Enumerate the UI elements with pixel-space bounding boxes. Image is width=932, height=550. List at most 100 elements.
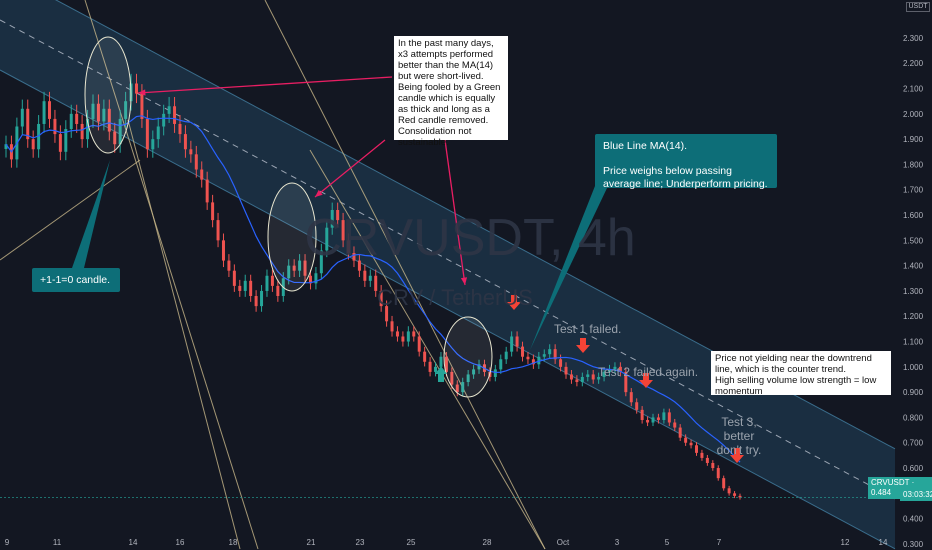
y-tick-label: 1.500: [903, 236, 924, 245]
x-tick-label: 21: [307, 538, 316, 547]
candle-body: [624, 371, 628, 393]
candle-body: [37, 123, 41, 150]
up-arrow-stem: [438, 374, 444, 382]
candle-body: [134, 83, 138, 94]
candle-body: [249, 280, 253, 297]
y-tick-label: 1.900: [903, 135, 924, 144]
watermark-subtitle: CRV / TetherUS: [377, 285, 533, 310]
candle-body: [200, 169, 204, 180]
blue-line-note: Blue Line MA(14). Price weighs below pas…: [595, 134, 777, 190]
y-tick-label: 0.800: [903, 413, 924, 422]
candle-body: [107, 108, 111, 132]
down-arrow-stem: [643, 373, 649, 380]
candle-body: [189, 149, 193, 155]
candle-body: [287, 265, 291, 279]
candle-body: [221, 240, 225, 261]
candle-body: [700, 452, 704, 458]
candle-body: [504, 351, 508, 360]
candle-body: [727, 488, 731, 494]
candle-body: [395, 331, 399, 337]
candle-body: [48, 101, 51, 119]
x-tick-label: 11: [53, 538, 62, 547]
candle-body: [401, 336, 405, 342]
candle-body: [629, 392, 633, 403]
candle-body: [86, 118, 90, 140]
test3-label: Test 3, better don't try.: [716, 415, 762, 457]
pointer-arrowhead: [315, 189, 323, 197]
x-tick-label: 18: [229, 538, 238, 547]
candle-body: [477, 364, 481, 370]
candle-body: [216, 220, 220, 241]
candle-body: [64, 129, 68, 152]
candle-body: [537, 356, 541, 365]
candle-body: [716, 468, 720, 479]
candle-body: [292, 265, 296, 271]
y-tick-label: 1.000: [903, 363, 924, 372]
candle-body: [722, 478, 726, 489]
x-tick-label: 25: [407, 538, 416, 547]
highlight-ellipse: [84, 36, 132, 154]
candle-body: [211, 202, 215, 221]
candle-body: [374, 275, 378, 291]
candle-body: [559, 359, 563, 367]
pointer-arrowhead: [460, 277, 468, 285]
x-tick-label: 3: [615, 538, 620, 547]
candle-body: [113, 131, 117, 145]
pointer-arrow: [137, 76, 393, 94]
candle-body: [303, 260, 307, 276]
y-tick-label: 0.600: [903, 464, 924, 473]
currency-label: USDT: [908, 3, 928, 10]
x-tick-label: 7: [717, 538, 722, 547]
candle-body: [406, 331, 410, 342]
candle-body: [308, 275, 312, 284]
candle-body: [531, 359, 535, 365]
candle-body: [75, 113, 79, 124]
candle-body: [162, 113, 166, 127]
candle-body: [42, 101, 46, 124]
x-tick-label: 14: [879, 538, 888, 547]
channel-lower-line: [0, 69, 896, 550]
candle-body: [347, 240, 351, 253]
y-tick-label: 1.100: [903, 338, 924, 347]
candle-body: [254, 296, 258, 307]
candle-body: [423, 351, 427, 362]
blue-note-pointer: [530, 186, 608, 350]
candle-body: [325, 227, 329, 251]
candle-body: [26, 108, 30, 140]
right-note: Price not yielding near the downtrend li…: [711, 351, 891, 397]
x-tick-label: 5: [665, 538, 670, 547]
candle-body: [341, 220, 345, 241]
candle-body: [385, 306, 389, 322]
y-tick-label: 1.800: [903, 160, 924, 169]
candle-body: [461, 382, 465, 393]
candle-body: [270, 275, 274, 286]
candle-note: +1-1=0 candle.: [32, 268, 120, 292]
pointer-arrow: [444, 139, 466, 286]
arrows-layer: [72, 76, 744, 463]
candle-body: [69, 113, 73, 130]
candle-body: [580, 376, 584, 383]
candle-body: [695, 445, 698, 453]
candle-body: [439, 356, 443, 367]
pointer-arrow: [314, 139, 386, 198]
candle-body: [96, 103, 100, 122]
candle-body: [640, 409, 644, 420]
candle-body: [91, 103, 95, 119]
candle-body: [711, 462, 715, 469]
candle-body: [499, 359, 503, 370]
candle-body: [738, 495, 742, 498]
down-arrow-head: [730, 455, 744, 463]
candle-body: [20, 108, 24, 127]
candle-body: [314, 273, 318, 284]
candle-body: [521, 346, 525, 357]
symbol-label: CRVUSDT: [871, 478, 910, 487]
candle-body: [678, 427, 682, 438]
x-tick-label: 28: [483, 538, 492, 547]
candle-body: [145, 118, 149, 150]
y-tick-label: 2.300: [903, 34, 924, 43]
watermark-title: CRVUSDT, 4h: [304, 209, 635, 267]
channel-fill: [0, 0, 895, 549]
y-tick-label: 0.400: [903, 515, 924, 524]
